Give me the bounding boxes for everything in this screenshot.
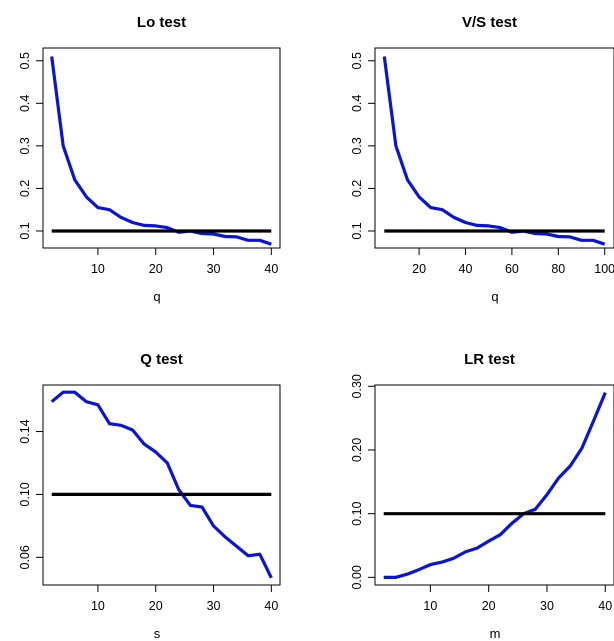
y-tick-label: 0.4 (18, 95, 32, 112)
x-tick-label: 20 (149, 262, 163, 276)
panel-3: Q test s 10 20 30 40 0.06 0.10 0.14 (18, 351, 281, 641)
y-tick-label: 0.5 (350, 52, 364, 69)
x-tick-label: 80 (551, 262, 565, 276)
series-line-curve (50, 56, 272, 246)
x-tick-label: 40 (459, 262, 473, 276)
y-tick-label: 0.06 (18, 545, 32, 569)
chart-title: Lo test (137, 14, 186, 31)
x-tick-label: 20 (482, 599, 496, 613)
series-line-curve (382, 56, 606, 246)
y-tick-label: 0.14 (18, 419, 32, 443)
x-tick-label: 40 (264, 262, 278, 276)
x-tick-label: 30 (207, 262, 221, 276)
y-tick-label: 0.3 (350, 137, 364, 154)
x-axis-label: q (153, 289, 160, 304)
x-tick-label: 40 (264, 599, 278, 613)
x-tick-label: 20 (149, 599, 163, 613)
x-axis-label: q (491, 289, 498, 304)
panel-2: V/S test q 20 40 60 80 100 0.1 0.2 0.3 0.4 0.5 (350, 14, 614, 304)
chart-title: LR test (464, 351, 515, 368)
x-tick-label: 10 (91, 262, 105, 276)
plot-frame (42, 384, 281, 586)
x-tick-label: 40 (598, 599, 612, 613)
y-tick-label: 0.20 (350, 438, 364, 462)
y-tick-label: 0.1 (350, 222, 364, 239)
plot-frame (42, 47, 281, 249)
series-line-curve (50, 390, 273, 579)
y-tick-label: 0.00 (350, 565, 364, 589)
panel-4: LR test m 10 20 30 40 0.00 0.10 0.20 0.30 (350, 351, 614, 641)
y-tick-label: 0.2 (18, 180, 32, 197)
chart-title: V/S test (462, 14, 517, 31)
y-tick-label: 0.2 (350, 180, 364, 197)
y-tick-label: 0.10 (350, 501, 364, 525)
x-axis-label: s (154, 626, 161, 641)
x-tick-label: 100 (594, 262, 614, 276)
panel-1: Lo test q 10 20 30 40 0.1 0.2 0.3 0.4 0.5 (18, 14, 281, 304)
series-line-curve (383, 391, 607, 580)
plot-frame (374, 384, 614, 586)
chart-title: Q test (140, 351, 183, 368)
x-tick-label: 10 (423, 599, 437, 613)
y-tick-label: 0.5 (18, 52, 32, 69)
x-tick-label: 30 (540, 599, 554, 613)
x-tick-label: 20 (412, 262, 426, 276)
y-tick-label: 0.10 (18, 482, 32, 506)
plot-frame (374, 47, 614, 249)
y-tick-label: 0.1 (18, 222, 32, 239)
x-axis-label: m (490, 626, 501, 641)
y-tick-label: 0.30 (350, 374, 364, 398)
y-tick-label: 0.3 (18, 137, 32, 154)
x-tick-label: 60 (505, 262, 519, 276)
x-tick-label: 10 (91, 599, 105, 613)
x-tick-label: 30 (207, 599, 221, 613)
y-tick-label: 0.4 (350, 95, 364, 112)
